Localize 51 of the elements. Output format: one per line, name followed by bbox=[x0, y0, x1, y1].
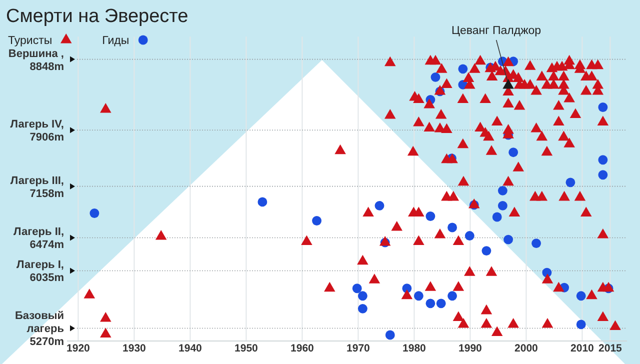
point bbox=[458, 64, 468, 74]
point bbox=[258, 197, 268, 207]
point bbox=[464, 231, 474, 240]
x-tick-label: 2010 bbox=[570, 342, 594, 354]
x-tick-label: 1960 bbox=[290, 342, 314, 354]
chart-title: Смерти на Эвересте bbox=[6, 6, 188, 27]
point bbox=[426, 212, 436, 221]
y-tick-label: Лагерь III, 7158m bbox=[10, 174, 64, 200]
x-tick-label: 1990 bbox=[458, 342, 482, 354]
point bbox=[598, 170, 608, 180]
x-tick-label: 1980 bbox=[402, 342, 426, 354]
y-tick-label: Лагерь I, 6035m bbox=[16, 259, 64, 284]
point bbox=[576, 320, 586, 330]
point bbox=[374, 201, 384, 210]
point bbox=[498, 201, 508, 210]
annotation: Цеванг Палджор bbox=[451, 25, 542, 37]
legend-label: Гиды bbox=[102, 35, 130, 47]
y-tick-label: Вершина , 8848m bbox=[8, 48, 64, 73]
x-tick-label: 1940 bbox=[178, 342, 202, 354]
point bbox=[436, 298, 446, 308]
y-tick-label: Базовый лагерь 5270m bbox=[15, 310, 64, 348]
point bbox=[532, 238, 541, 248]
legend-label: Туристы bbox=[8, 35, 52, 47]
point bbox=[358, 291, 368, 301]
point bbox=[504, 234, 513, 244]
point bbox=[482, 246, 492, 256]
point bbox=[576, 291, 586, 301]
x-tick-label: 2000 bbox=[514, 342, 538, 354]
point bbox=[598, 155, 608, 165]
point bbox=[385, 330, 395, 340]
x-tick-label: 1920 bbox=[66, 342, 90, 354]
x-tick-label: 1950 bbox=[234, 342, 258, 354]
x-tick-label: 1930 bbox=[122, 342, 146, 354]
x-tick-label: 2015 bbox=[598, 342, 622, 354]
y-tick-label: Лагерь II, 6474m bbox=[13, 226, 64, 252]
point bbox=[598, 102, 608, 112]
point bbox=[448, 291, 457, 301]
x-tick-label: 1970 bbox=[346, 342, 370, 354]
point bbox=[498, 186, 508, 196]
point bbox=[414, 291, 424, 301]
point bbox=[90, 208, 100, 218]
point bbox=[430, 72, 440, 82]
point bbox=[566, 178, 576, 188]
point bbox=[426, 298, 436, 308]
point bbox=[352, 284, 362, 294]
point bbox=[358, 304, 368, 314]
point bbox=[312, 216, 322, 226]
point bbox=[492, 212, 502, 222]
y-tick-label: Лагерь IV, 7906m bbox=[10, 118, 64, 144]
point bbox=[448, 222, 457, 232]
point bbox=[508, 148, 518, 158]
